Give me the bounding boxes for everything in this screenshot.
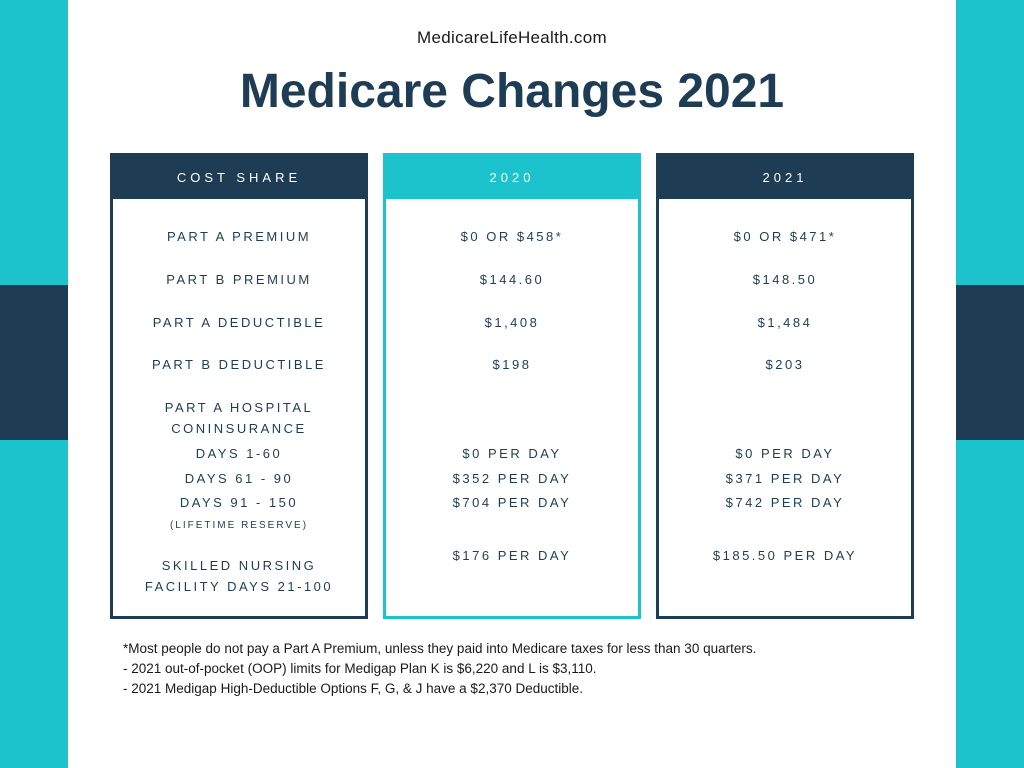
label-part-a-premium: PART A PREMIUM: [123, 227, 355, 248]
page-title: Medicare Changes 2021: [68, 64, 956, 119]
label-hospital-heading: PART A HOSPITAL CONINSURANCE: [123, 398, 355, 440]
value-2020-part-b-deductible: $198: [396, 355, 628, 376]
label-lifetime-reserve: (LIFETIME RESERVE): [123, 518, 355, 534]
column-header-2020: 2020: [386, 156, 638, 199]
footnotes: *Most people do not pay a Part A Premium…: [68, 639, 956, 700]
column-labels: COST SHARE PART A PREMIUM PART B PREMIUM…: [110, 153, 368, 619]
value-2021-hospital-d91: $742 PER DAY: [669, 493, 901, 514]
value-2020-part-b-premium: $144.60: [396, 270, 628, 291]
value-2020-hospital-d1: $0 PER DAY: [396, 444, 628, 465]
label-part-b-deductible: PART B DEDUCTIBLE: [123, 355, 355, 376]
site-name: MedicareLifeHealth.com: [68, 28, 956, 48]
value-2021-part-a-deductible: $1,484: [669, 313, 901, 334]
label-hospital-d61: DAYS 61 - 90: [123, 469, 355, 490]
column-header-2021: 2021: [659, 156, 911, 199]
label-snf: SKILLED NURSING FACILITY DAYS 21-100: [123, 556, 355, 598]
column-2020: 2020 $0 OR $458* $144.60 $1,408 $198 XX …: [383, 153, 641, 619]
value-2020-part-a-premium: $0 OR $458*: [396, 227, 628, 248]
column-2021: 2021 $0 OR $471* $148.50 $1,484 $203 XX …: [656, 153, 914, 619]
footnote-1: *Most people do not pay a Part A Premium…: [123, 639, 901, 659]
footnote-3: - 2021 Medigap High-Deductible Options F…: [123, 679, 901, 699]
value-2020-hospital-d61: $352 PER DAY: [396, 469, 628, 490]
value-2021-part-b-deductible: $203: [669, 355, 901, 376]
column-header-labels: COST SHARE: [113, 156, 365, 199]
label-hospital-d91: DAYS 91 - 150: [123, 493, 355, 514]
label-hospital-d1: DAYS 1-60: [123, 444, 355, 465]
value-2021-part-a-premium: $0 OR $471*: [669, 227, 901, 248]
value-2020-hospital-d91: $704 PER DAY: [396, 493, 628, 514]
value-2021-hospital-d1: $0 PER DAY: [669, 444, 901, 465]
value-2020-part-a-deductible: $1,408: [396, 313, 628, 334]
value-2021-hospital-d61: $371 PER DAY: [669, 469, 901, 490]
label-part-b-premium: PART B PREMIUM: [123, 270, 355, 291]
value-2021-snf: $185.50 PER DAY: [669, 546, 901, 567]
main-panel: MedicareLifeHealth.com Medicare Changes …: [68, 0, 956, 768]
value-2020-snf: $176 PER DAY: [396, 546, 628, 567]
footnote-2: - 2021 out-of-pocket (OOP) limits for Me…: [123, 659, 901, 679]
label-part-a-deductible: PART A DEDUCTIBLE: [123, 313, 355, 334]
value-2021-part-b-premium: $148.50: [669, 270, 901, 291]
comparison-table: COST SHARE PART A PREMIUM PART B PREMIUM…: [68, 153, 956, 619]
